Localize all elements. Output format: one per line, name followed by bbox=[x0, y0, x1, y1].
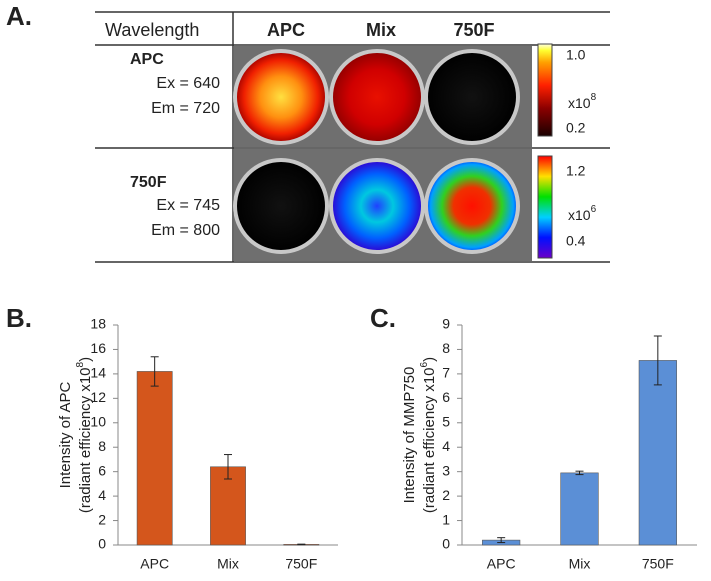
y-tick-label: 6 bbox=[98, 462, 106, 478]
x-tick-label: Mix bbox=[569, 556, 591, 572]
x-tick-label: 750F bbox=[642, 556, 674, 572]
y-tick-label: 6 bbox=[442, 389, 450, 405]
unit-exp: 8 bbox=[591, 92, 597, 103]
row-em: Em = 800 bbox=[151, 222, 220, 239]
y-axis-note-part: (radiant efficiency x10 bbox=[421, 367, 438, 513]
unit-exp: 6 bbox=[591, 204, 597, 215]
error-bar bbox=[224, 454, 232, 480]
y-axis-note: (radiant efficiency x108) bbox=[75, 357, 94, 513]
y-tick-label: 4 bbox=[98, 487, 106, 503]
y-axis-label: Intensity of MMP750 bbox=[401, 367, 418, 504]
error-bar bbox=[575, 470, 584, 476]
bar bbox=[136, 371, 173, 546]
y-tick-label: 10 bbox=[90, 413, 106, 429]
wells bbox=[233, 49, 520, 254]
y-tick-label: 2 bbox=[442, 487, 450, 503]
colorbar bbox=[537, 155, 553, 259]
well bbox=[424, 49, 520, 145]
y-axis-note-part: 6 bbox=[419, 361, 430, 367]
y-axis-label: Intensity of APC bbox=[57, 381, 74, 488]
colorbar-unit: x108 bbox=[568, 92, 597, 111]
colorbar bbox=[537, 43, 553, 137]
unit-base: x10 bbox=[568, 95, 591, 111]
y-tick-label: 9 bbox=[442, 316, 450, 332]
colorbar-min: 0.4 bbox=[566, 233, 586, 249]
x-tick-label: APC bbox=[487, 556, 516, 572]
row-name: APC bbox=[130, 51, 164, 68]
column-header: Mix bbox=[366, 20, 396, 40]
well bbox=[424, 158, 520, 254]
x-tick-label: APC bbox=[140, 556, 169, 572]
panel-label: A. bbox=[6, 1, 32, 31]
error-bar bbox=[150, 356, 159, 387]
row-ex: Ex = 745 bbox=[156, 197, 220, 214]
y-tick-label: 14 bbox=[90, 365, 106, 381]
y-axis-note-part: ) bbox=[421, 357, 438, 362]
y-tick-label: 16 bbox=[90, 340, 106, 356]
well bbox=[329, 49, 425, 145]
row-ex: Ex = 640 bbox=[156, 75, 220, 92]
row-em: Em = 720 bbox=[151, 100, 220, 117]
panel-label: B. bbox=[6, 303, 32, 333]
y-tick-label: 2 bbox=[98, 511, 106, 527]
y-axis-note-part: 8 bbox=[75, 361, 86, 367]
y-tick-label: 0 bbox=[98, 536, 106, 552]
y-tick-label: 4 bbox=[442, 438, 450, 454]
y-tick-label: 3 bbox=[442, 462, 450, 478]
y-axis-note: (radiant efficiency x106) bbox=[419, 357, 438, 513]
y-axis-note-part: ) bbox=[77, 357, 94, 362]
y-tick-label: 8 bbox=[98, 438, 106, 454]
well bbox=[233, 158, 329, 254]
y-tick-label: 5 bbox=[442, 413, 450, 429]
y-tick-label: 1 bbox=[442, 511, 450, 527]
y-axis-note-part: (radiant efficiency x10 bbox=[77, 367, 94, 513]
column-header: APC bbox=[267, 20, 305, 40]
colorbar-min: 0.2 bbox=[566, 120, 586, 136]
y-tick-label: 12 bbox=[90, 389, 106, 405]
well bbox=[233, 49, 329, 145]
x-tick-label: 750F bbox=[285, 556, 317, 572]
y-tick-label: 8 bbox=[442, 340, 450, 356]
colorbar-max: 1.2 bbox=[566, 163, 586, 179]
colorbar-unit: x106 bbox=[568, 204, 597, 223]
colorbar-max: 1.0 bbox=[566, 47, 586, 63]
x-tick-label: Mix bbox=[217, 556, 239, 572]
y-tick-label: 18 bbox=[90, 316, 106, 332]
header-title: Wavelength bbox=[105, 20, 199, 40]
panel-label: C. bbox=[370, 303, 396, 333]
error-bar bbox=[653, 335, 662, 386]
y-tick-label: 7 bbox=[442, 365, 450, 381]
column-header: 750F bbox=[453, 20, 494, 40]
bar-chart: C. 0 1 2 3 4 5 6 7 8 9 APC Mix 750F Intensity of MMP75… bbox=[370, 303, 697, 572]
row-name: 750F bbox=[130, 174, 167, 191]
bar-chart: B. 0 2 4 6 8 10 12 14 16 18 APC Mix 750F Intensity of … bbox=[6, 303, 338, 572]
error-bar bbox=[497, 537, 506, 544]
well bbox=[329, 158, 425, 254]
bar bbox=[560, 472, 599, 546]
bar bbox=[210, 466, 246, 546]
bar bbox=[638, 360, 677, 546]
y-tick-label: 0 bbox=[442, 536, 450, 552]
unit-base: x10 bbox=[568, 207, 591, 223]
